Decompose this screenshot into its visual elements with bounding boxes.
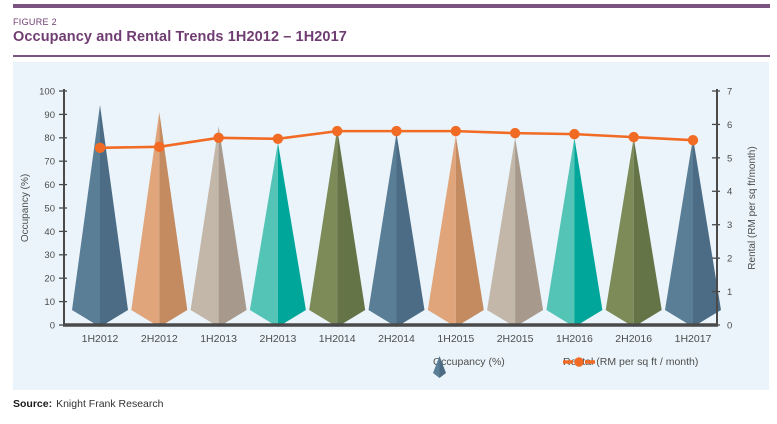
rental-line-icon	[563, 357, 595, 367]
left-tick-label: 60	[44, 180, 55, 191]
left-tick-label: 80	[44, 133, 55, 144]
cone-left-face	[487, 137, 516, 327]
source-line: Source: Knight Frank Research	[13, 398, 163, 410]
rental-marker	[391, 125, 402, 137]
rental-marker	[332, 125, 343, 137]
cone-1H2015	[427, 135, 484, 327]
cone-right-face	[633, 137, 662, 327]
source-text: Knight Frank Research	[56, 398, 164, 410]
left-axis-title: Occupancy (%)	[20, 174, 31, 242]
occupancy-rental-combo-chart: 0 10 20 30 40 50 60 70 80 90 100 0 1 2 3 4 5 6 7 1H2012 2H20…	[20, 86, 758, 345]
cone-left-face	[605, 137, 634, 327]
cone-right-face	[515, 137, 544, 327]
title-divider	[13, 55, 770, 57]
occupancy-cones	[72, 105, 721, 327]
left-tick-label: 40	[44, 227, 55, 238]
left-tick-label: 30	[44, 250, 55, 261]
legend-item-occupancy: Occupancy (%)	[433, 356, 505, 378]
x-axis-labels: 1H2012 2H2012 1H2013 2H2013 1H2014 2H2014 1H20…	[82, 333, 712, 345]
cone-left-face	[665, 137, 693, 327]
right-tick-label: 7	[727, 86, 732, 97]
x-category-label: 1H2013	[200, 333, 237, 345]
x-category-label: 1H2015	[437, 333, 474, 345]
right-tick-label: 1	[727, 287, 732, 298]
right-axis-title: Rental (RM per sq ft/month)	[747, 146, 758, 269]
cone-2H2013	[249, 142, 306, 327]
legend-item-rental: Rental (RM per sq ft / month)	[563, 356, 698, 368]
cone-right-face	[218, 126, 247, 327]
right-tick-label: 3	[727, 220, 732, 231]
top-divider	[13, 4, 770, 8]
x-category-label: 2H2016	[615, 333, 652, 345]
cone-right-face	[159, 112, 188, 327]
cone-left-face	[72, 105, 100, 327]
cone-right-face	[693, 137, 721, 327]
rental-marker	[687, 134, 699, 146]
chart-title: Occupancy and Rental Trends 1H2012 – 1H2…	[13, 29, 347, 45]
left-tick-label: 90	[44, 110, 55, 121]
cone-left-face	[249, 142, 278, 327]
right-tick-label: 6	[727, 120, 732, 131]
legend-rental-label: Rental (RM per sq ft / month)	[563, 356, 699, 368]
cone-2H2016	[605, 137, 662, 327]
cone-1H2016	[546, 137, 603, 327]
left-tick-label: 50	[44, 203, 55, 214]
x-category-label: 1H2017	[675, 333, 712, 345]
cone-2H2015	[487, 137, 544, 327]
cone-1H2014	[309, 128, 366, 327]
right-tick-label: 5	[727, 153, 732, 164]
occupancy-cone-icon	[433, 356, 446, 378]
x-category-label: 1H2014	[319, 333, 356, 345]
x-category-label: 1H2016	[556, 333, 593, 345]
cone-1H2013	[190, 126, 247, 327]
right-tick-label: 0	[727, 320, 732, 331]
cone-right-face	[277, 142, 306, 327]
cone-right-face	[396, 133, 425, 327]
left-tick-label: 10	[44, 297, 55, 308]
x-category-label: 2H2015	[497, 333, 534, 345]
cone-left-face	[309, 128, 338, 327]
chart-panel: 0 10 20 30 40 50 60 70 80 90 100 0 1 2 3 4 5 6 7 1H2012 2H20…	[13, 62, 769, 390]
cone-right-face	[337, 128, 366, 327]
source-label: Source:	[13, 398, 53, 410]
rental-marker	[272, 133, 284, 145]
left-tick-label: 20	[44, 274, 55, 285]
x-category-label: 2H2014	[378, 333, 415, 345]
legend-occupancy-label: Occupancy (%)	[433, 356, 505, 368]
rental-marker	[213, 132, 224, 143]
cone-left-face	[546, 137, 575, 327]
cone-right-face	[455, 135, 484, 327]
cone-2H2014	[368, 133, 425, 327]
x-category-label: 2H2012	[141, 333, 178, 345]
right-tick-label: 2	[727, 254, 732, 265]
rental-marker	[569, 128, 580, 140]
cone-left-face	[131, 112, 160, 327]
cone-right-face	[574, 137, 603, 327]
cone-1H2012	[72, 105, 128, 327]
rental-marker	[628, 131, 639, 143]
rental-marker	[509, 127, 521, 139]
rental-marker	[154, 141, 165, 153]
x-category-label: 2H2013	[260, 333, 297, 345]
left-tick-label: 0	[50, 320, 55, 331]
rental-marker	[450, 125, 461, 137]
rental-line-series	[94, 125, 699, 154]
cone-1H2017	[665, 137, 721, 327]
figure-label: FIGURE 2	[13, 17, 57, 27]
right-tick-label: 4	[727, 187, 732, 198]
cone-left-face	[368, 133, 397, 327]
left-tick-label: 70	[44, 157, 55, 168]
left-tick-label: 100	[39, 86, 55, 97]
cone-left-face	[427, 135, 456, 327]
rental-marker	[94, 142, 106, 154]
cone-2H2012	[131, 112, 188, 327]
axes: 0 10 20 30 40 50 60 70 80 90 100 0 1 2 3 4 5 6 7	[39, 86, 732, 331]
cone-left-face	[190, 126, 219, 327]
cone-right-face	[100, 105, 128, 327]
x-category-label: 1H2012	[82, 333, 119, 345]
